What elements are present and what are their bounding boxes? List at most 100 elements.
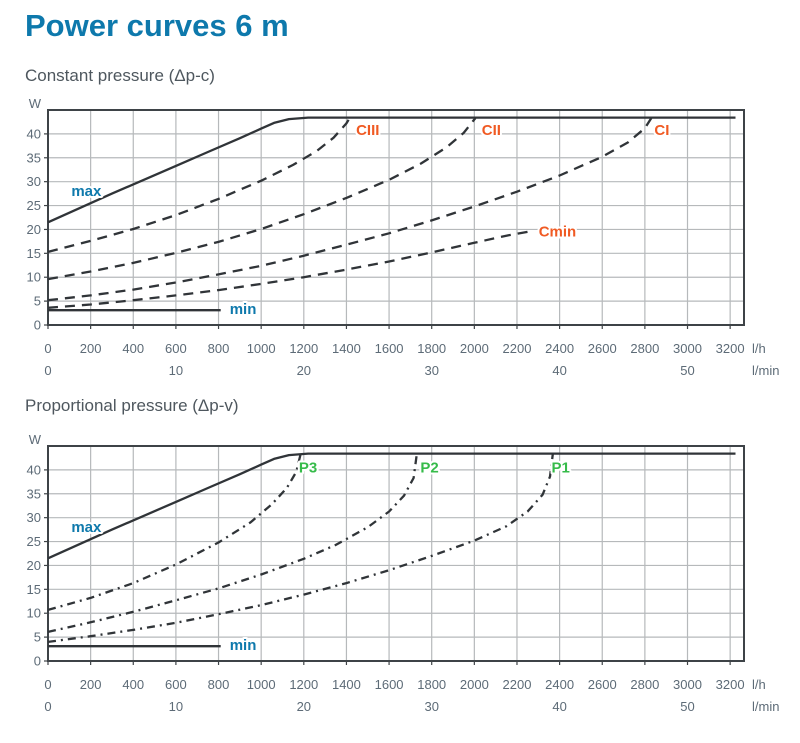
curve-label-P2: P2: [420, 460, 438, 477]
y-tick-label: 40: [27, 126, 41, 141]
x-tick-label-lmin: 50: [680, 363, 694, 378]
y-tick-label: 5: [34, 630, 41, 645]
x-tick-label-lh: 0: [44, 677, 51, 692]
x-tick-label-lmin: 20: [297, 363, 311, 378]
x-tick-label-lh: 1200: [289, 341, 318, 356]
x-tick-label-lh: 2200: [503, 677, 532, 692]
x-tick-label-lh: 800: [208, 677, 230, 692]
x-tick-label-lh: 400: [122, 677, 144, 692]
x-tick-label-lh: 2400: [545, 677, 574, 692]
x-tick-label-lh: 3000: [673, 341, 702, 356]
curve-label-P3: P3: [299, 460, 317, 477]
curve-P3: [47, 453, 302, 612]
y-tick-label: 0: [34, 318, 41, 333]
x-tick-label-lh: 200: [80, 341, 102, 356]
x-tick-label-lh: 3000: [673, 677, 702, 692]
y-tick-label: 35: [27, 150, 41, 165]
curve-label-Cmin: Cmin: [539, 223, 577, 240]
x-tick-label-lmin: 50: [680, 699, 694, 714]
chart-constant-pressure-subtitle: Constant pressure (Δp-c): [25, 66, 215, 85]
curve-CIII: [47, 117, 351, 254]
x-tick-label-lh: 1200: [289, 677, 318, 692]
x-tick-label-lh: 3200: [716, 677, 745, 692]
y-axis-unit: W: [29, 96, 42, 111]
plot-border: [47, 109, 745, 326]
x-tick-label-lh: 200: [80, 677, 102, 692]
x-tick-label-lh: 1400: [332, 341, 361, 356]
x-tick-label-lh: 1600: [375, 677, 404, 692]
x-tick-label-lh: 3200: [716, 341, 745, 356]
x-tick-label-lmin: 10: [169, 699, 183, 714]
x-tick-label-lh: 1800: [417, 677, 446, 692]
y-tick-label: 15: [27, 582, 41, 597]
page-title: Power curves 6 m: [25, 8, 289, 43]
x-tick-label-lh: 600: [165, 341, 187, 356]
y-tick-label: 40: [27, 462, 41, 477]
y-tick-label: 10: [27, 606, 41, 621]
y-tick-label: 30: [27, 174, 41, 189]
y-tick-label: 20: [27, 222, 41, 237]
curve-label-max: max: [71, 183, 102, 200]
x-tick-label-lh: 2800: [630, 341, 659, 356]
curve-CII: [47, 117, 477, 281]
curve-label-min: min: [230, 301, 257, 318]
x-tick-label-lh: 400: [122, 341, 144, 356]
y-tick-label: 30: [27, 510, 41, 525]
chart-constant-pressure: max min CIII CII CI Cmin W 0 5 10 15 20 25 30 35 40 0 200…: [0, 95, 800, 395]
curve-max: [47, 452, 736, 560]
curve-label-CI: CI: [654, 122, 669, 139]
curve-max: [47, 116, 736, 224]
x-tick-label-lmin: 40: [552, 699, 566, 714]
y-tick-label: 35: [27, 486, 41, 501]
x-tick-label-lh: 1000: [247, 677, 276, 692]
x-tick-label-lh: 2600: [588, 677, 617, 692]
x-tick-label-lh: 2000: [460, 677, 489, 692]
x-tick-label-lh: 2200: [503, 341, 532, 356]
x-tick-label-lh: 600: [165, 677, 187, 692]
curve-label-P1: P1: [551, 460, 569, 477]
x-tick-label-lmin: 30: [424, 363, 438, 378]
x-tick-label-lmin: 20: [297, 699, 311, 714]
curve-P2: [47, 453, 418, 634]
x-tick-label-lh: 2000: [460, 341, 489, 356]
x-tick-label-lh: 1400: [332, 677, 361, 692]
x-tick-label-lh: 1600: [375, 341, 404, 356]
x-tick-label-lh: 2800: [630, 677, 659, 692]
x-tick-label-lh: 0: [44, 341, 51, 356]
curve-P1: [47, 453, 554, 644]
plot-border: [47, 445, 745, 662]
x-axis-unit-lmin: l/min: [752, 363, 779, 378]
x-axis-unit-lmin: l/min: [752, 699, 779, 714]
x-tick-label-lh: 1000: [247, 341, 276, 356]
y-tick-label: 25: [27, 198, 41, 213]
x-tick-label-lmin: 30: [424, 699, 438, 714]
x-tick-label-lh: 2400: [545, 341, 574, 356]
y-tick-label: 25: [27, 534, 41, 549]
curve-label-min: min: [230, 637, 257, 654]
curve-label-CIII: CIII: [356, 122, 379, 139]
x-tick-label-lmin: 0: [44, 363, 51, 378]
x-tick-label-lmin: 40: [552, 363, 566, 378]
y-axis-unit: W: [29, 432, 42, 447]
y-tick-label: 10: [27, 270, 41, 285]
x-axis-unit-lh: l/h: [752, 677, 766, 692]
curve-label-max: max: [71, 519, 102, 536]
y-tick-label: 15: [27, 246, 41, 261]
x-axis-unit-lh: l/h: [752, 341, 766, 356]
y-tick-label: 20: [27, 558, 41, 573]
x-tick-label-lmin: 0: [44, 699, 51, 714]
curve-Cmin: [47, 230, 531, 309]
y-tick-label: 0: [34, 654, 41, 669]
chart-proportional-pressure: max min P3 P2 P1 W 0 5 10 15 20 25 30 35 40 0 200 400 600 8…: [0, 431, 800, 731]
curve-CI: [47, 117, 653, 302]
x-tick-label-lh: 1800: [417, 341, 446, 356]
x-tick-label-lh: 2600: [588, 341, 617, 356]
y-tick-label: 5: [34, 294, 41, 309]
chart-proportional-pressure-subtitle: Proportional pressure (Δp-v): [25, 396, 239, 415]
curve-label-CII: CII: [482, 122, 501, 139]
x-tick-label-lmin: 10: [169, 363, 183, 378]
x-tick-label-lh: 800: [208, 341, 230, 356]
